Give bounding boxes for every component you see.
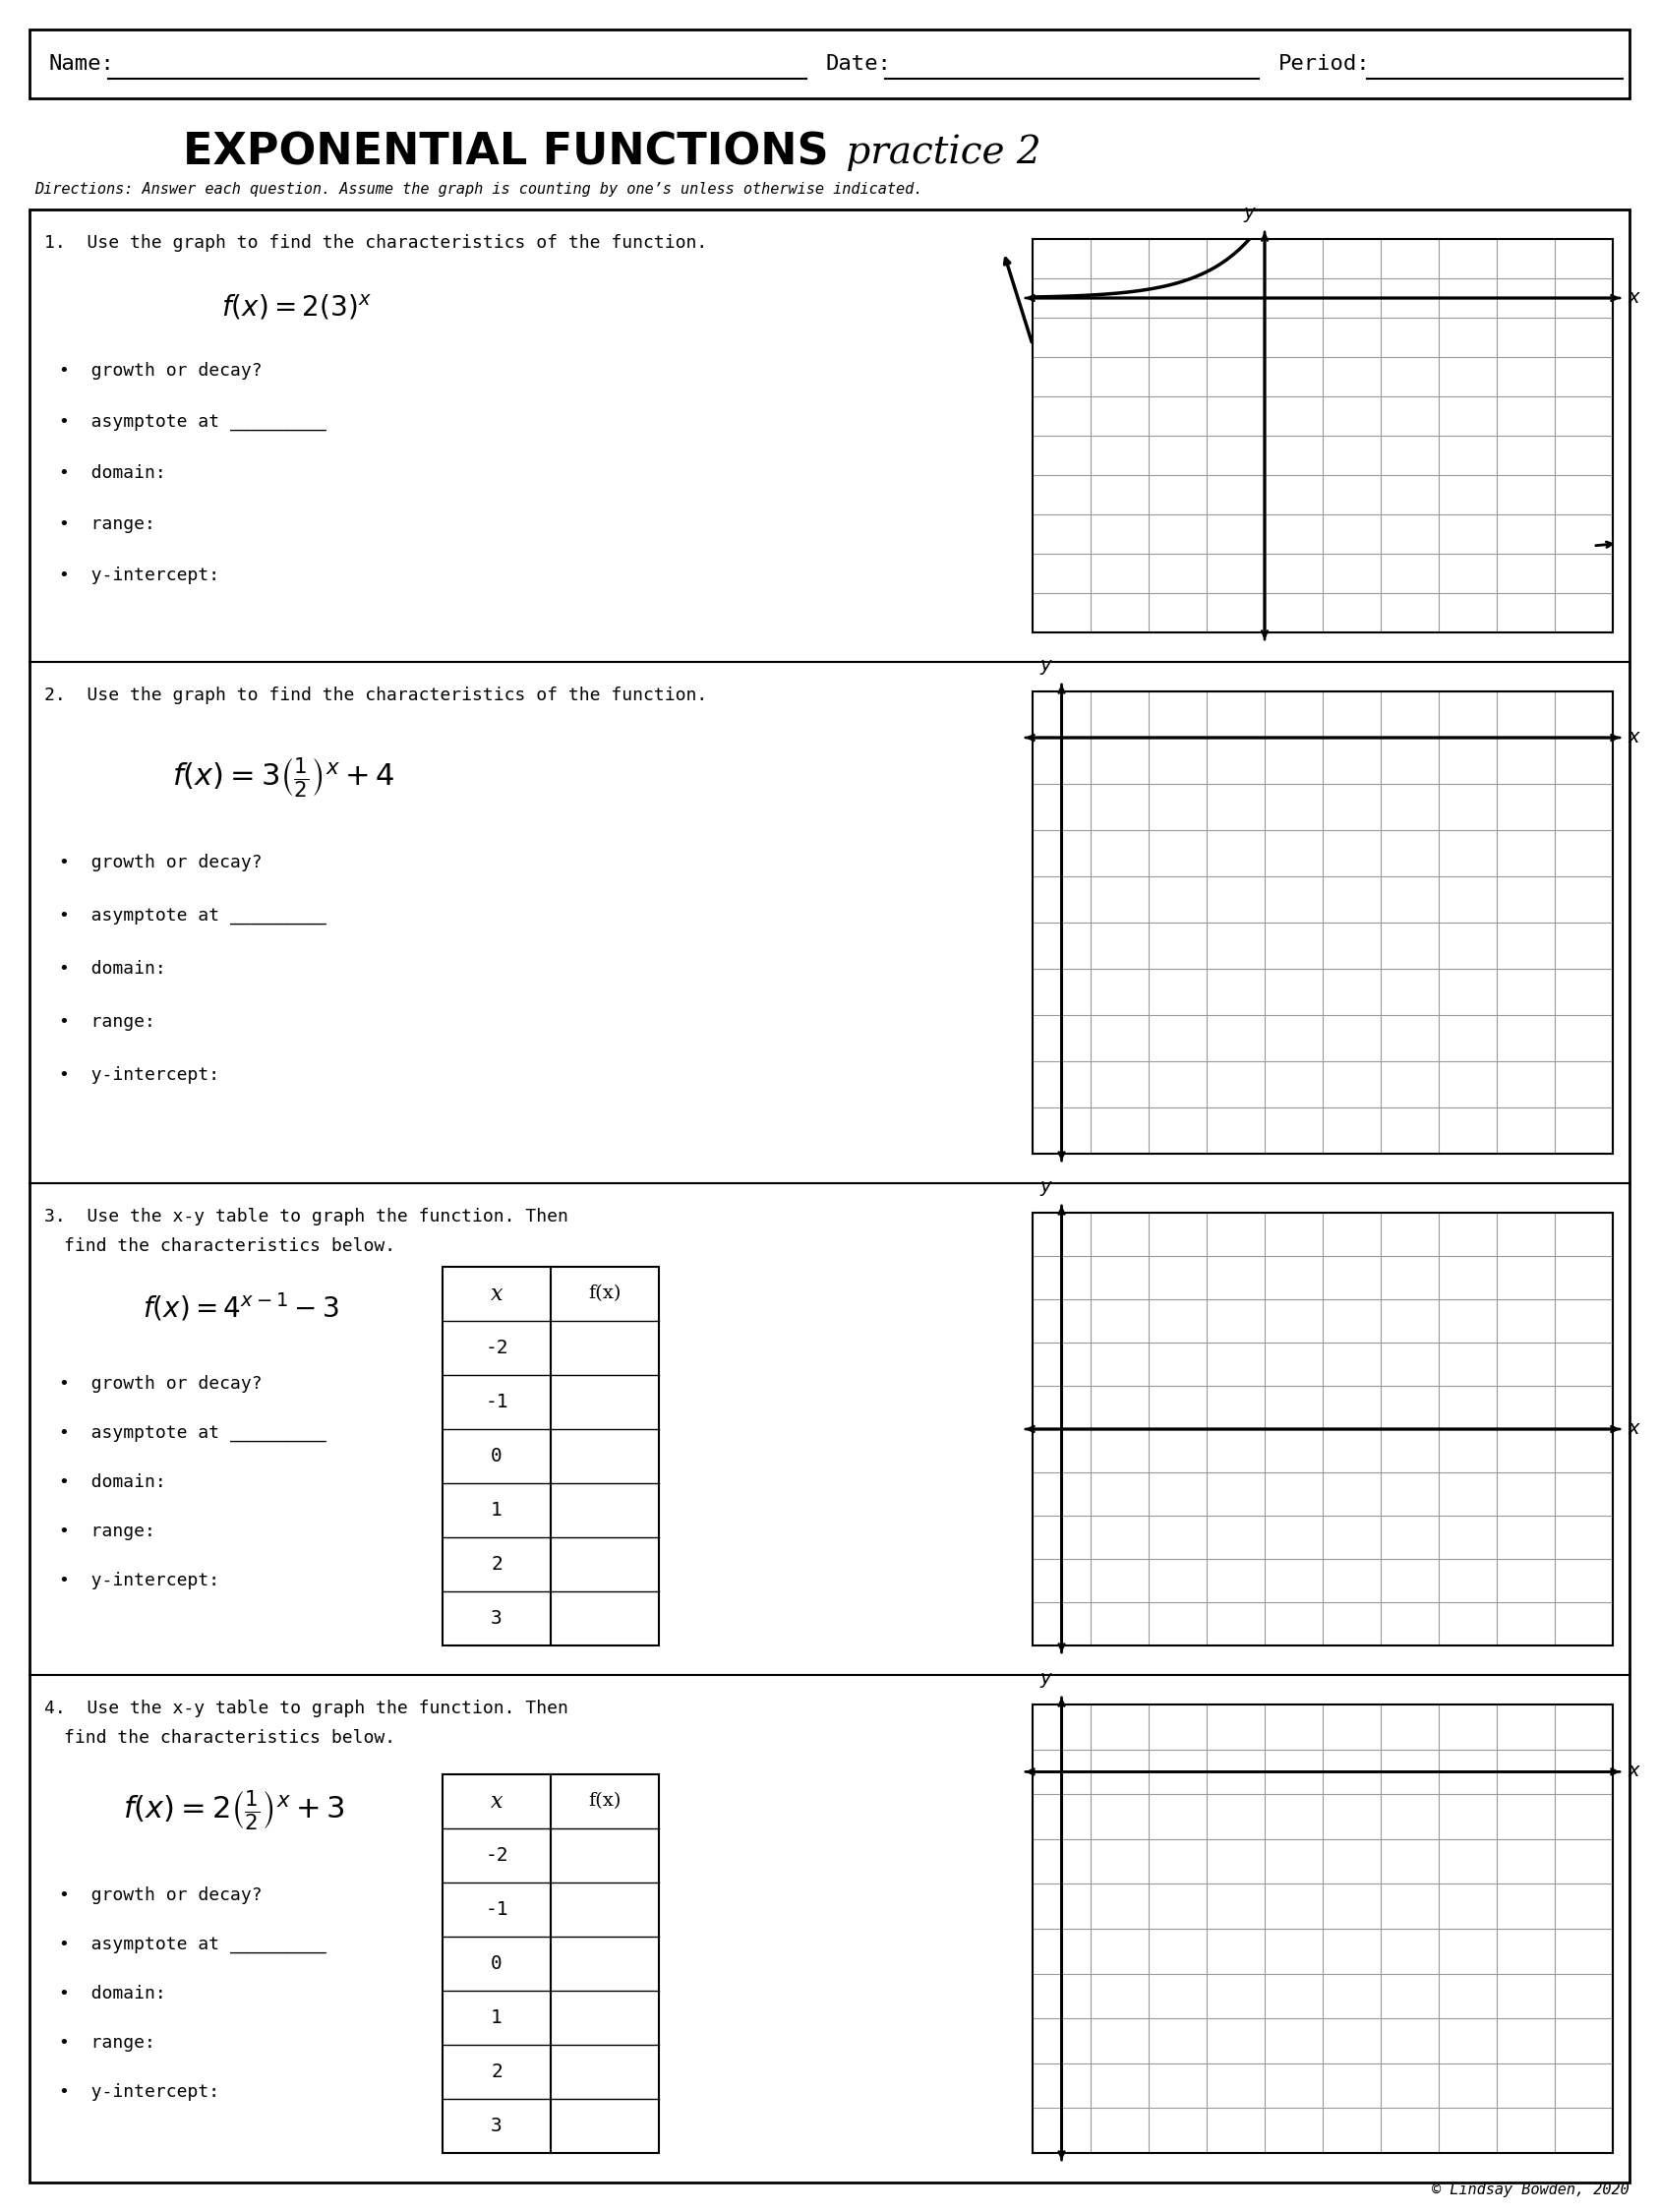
Text: •  asymptote at _________: • asymptote at _________ — [60, 1425, 327, 1442]
Text: $y$: $y$ — [1040, 657, 1053, 677]
Text: 3: 3 — [491, 1608, 503, 1628]
Text: 0: 0 — [491, 1955, 503, 1973]
Bar — [1032, 239, 1613, 633]
Text: $f(x) = 2(3)^x$: $f(x) = 2(3)^x$ — [221, 294, 372, 323]
Text: 1.  Use the graph to find the characteristics of the function.: 1. Use the graph to find the characteris… — [45, 234, 707, 252]
Text: 3: 3 — [491, 2117, 503, 2135]
Bar — [1032, 1705, 1613, 2152]
Text: •  domain:: • domain: — [60, 1473, 166, 1491]
Text: EXPONENTIAL FUNCTIONS: EXPONENTIAL FUNCTIONS — [182, 131, 830, 173]
Text: $x$: $x$ — [1627, 1763, 1641, 1781]
Text: x: x — [491, 1790, 503, 1812]
Text: •  range:: • range: — [60, 1013, 156, 1031]
Text: •  range:: • range: — [60, 515, 156, 533]
Text: practice 2: practice 2 — [834, 135, 1042, 170]
Text: 2: 2 — [491, 2062, 503, 2081]
Bar — [1032, 692, 1613, 1155]
Text: $x$: $x$ — [1627, 728, 1641, 745]
Text: •  y-intercept:: • y-intercept: — [60, 1573, 219, 1590]
Text: •  asymptote at _________: • asymptote at _________ — [60, 907, 327, 925]
Text: x: x — [491, 1283, 503, 1305]
Text: $y$: $y$ — [1040, 1179, 1053, 1199]
Text: 1: 1 — [491, 1502, 503, 1520]
Text: find the characteristics below.: find the characteristics below. — [65, 1237, 395, 1254]
Text: 4.  Use the x-y table to graph the function. Then: 4. Use the x-y table to graph the functi… — [45, 1699, 569, 1717]
Text: -1: -1 — [484, 1900, 508, 1918]
Bar — [30, 29, 1629, 97]
Text: •  growth or decay?: • growth or decay? — [60, 363, 262, 380]
Text: •  asymptote at _________: • asymptote at _________ — [60, 1936, 327, 1953]
Text: $f(x) = 3\left(\frac{1}{2}\right)^x + 4$: $f(x) = 3\left(\frac{1}{2}\right)^x + 4$ — [173, 754, 395, 801]
Text: •  y-intercept:: • y-intercept: — [60, 566, 219, 584]
Text: $x$: $x$ — [1627, 290, 1641, 307]
Text: Period:: Period: — [1279, 53, 1370, 73]
Bar — [1032, 1212, 1613, 1646]
Text: •  growth or decay?: • growth or decay? — [60, 854, 262, 872]
Text: 3.  Use the x-y table to graph the function. Then: 3. Use the x-y table to graph the functi… — [45, 1208, 569, 1225]
Text: 2: 2 — [491, 1555, 503, 1573]
Text: f(x): f(x) — [589, 1285, 620, 1303]
Text: $y$: $y$ — [1243, 206, 1258, 223]
Text: $f(x) = 4^{x-1} - 3$: $f(x) = 4^{x-1} - 3$ — [143, 1292, 338, 1323]
Text: •  domain:: • domain: — [60, 1984, 166, 2002]
Bar — [443, 1774, 659, 2152]
Text: -1: -1 — [484, 1394, 508, 1411]
Text: •  range:: • range: — [60, 2035, 156, 2053]
Text: f(x): f(x) — [589, 1792, 620, 1809]
Bar — [1032, 239, 1613, 633]
Text: •  growth or decay?: • growth or decay? — [60, 1887, 262, 1905]
Text: $f(x) = 2\left(\frac{1}{2}\right)^x + 3$: $f(x) = 2\left(\frac{1}{2}\right)^x + 3$ — [123, 1787, 345, 1834]
Text: © Lindsay Bowden, 2020: © Lindsay Bowden, 2020 — [1432, 2183, 1629, 2197]
Text: •  growth or decay?: • growth or decay? — [60, 1376, 262, 1394]
Text: -2: -2 — [484, 1338, 508, 1358]
Text: find the characteristics below.: find the characteristics below. — [65, 1730, 395, 1747]
Text: $x$: $x$ — [1627, 1420, 1641, 1438]
Text: •  domain:: • domain: — [60, 960, 166, 978]
Text: •  y-intercept:: • y-intercept: — [60, 1066, 219, 1084]
Bar — [1032, 692, 1613, 1155]
Text: Directions: Answer each question. Assume the graph is counting by one’s unless o: Directions: Answer each question. Assume… — [35, 181, 922, 197]
Text: $y$: $y$ — [1040, 1670, 1053, 1690]
Text: •  domain:: • domain: — [60, 465, 166, 482]
Text: •  asymptote at _________: • asymptote at _________ — [60, 414, 327, 431]
Text: 1: 1 — [491, 2008, 503, 2026]
Text: Name:: Name: — [50, 53, 114, 73]
Bar — [443, 1267, 659, 1646]
Text: •  y-intercept:: • y-intercept: — [60, 2084, 219, 2101]
Bar — [30, 210, 1629, 2183]
Text: 2.  Use the graph to find the characteristics of the function.: 2. Use the graph to find the characteris… — [45, 686, 707, 703]
Text: -2: -2 — [484, 1847, 508, 1865]
Text: Date:: Date: — [826, 53, 893, 73]
Text: 0: 0 — [491, 1447, 503, 1467]
Text: •  range:: • range: — [60, 1522, 156, 1540]
